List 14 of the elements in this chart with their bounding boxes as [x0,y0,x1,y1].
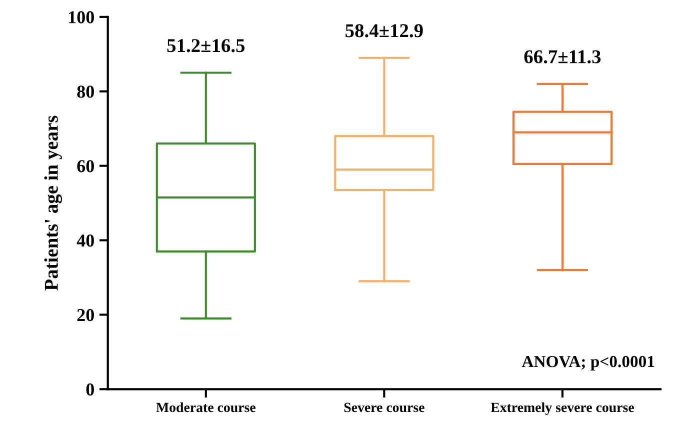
y-tick-label: 60 [77,160,94,172]
y-tick-label: 20 [77,308,94,322]
annotation: 66.7±11.3 [524,50,601,64]
x-tick-label: Severe course [344,402,424,412]
annotation: 58.4±12.9 [346,24,423,38]
y-tick-label: 40 [76,234,94,247]
y-axis-title: Patients' age in years [44,116,62,290]
y-tick-label: 100 [69,11,94,24]
y-tick-label: 80 [77,86,94,98]
x-tick-label: Extremely severe course [490,402,634,415]
x-tick-label: Moderate course [156,402,256,412]
annotation: 51.2±16.5 [167,39,245,52]
y-tick-label: 0 [86,383,94,396]
annotation: ANOVA; p<0.0001 [522,356,654,371]
